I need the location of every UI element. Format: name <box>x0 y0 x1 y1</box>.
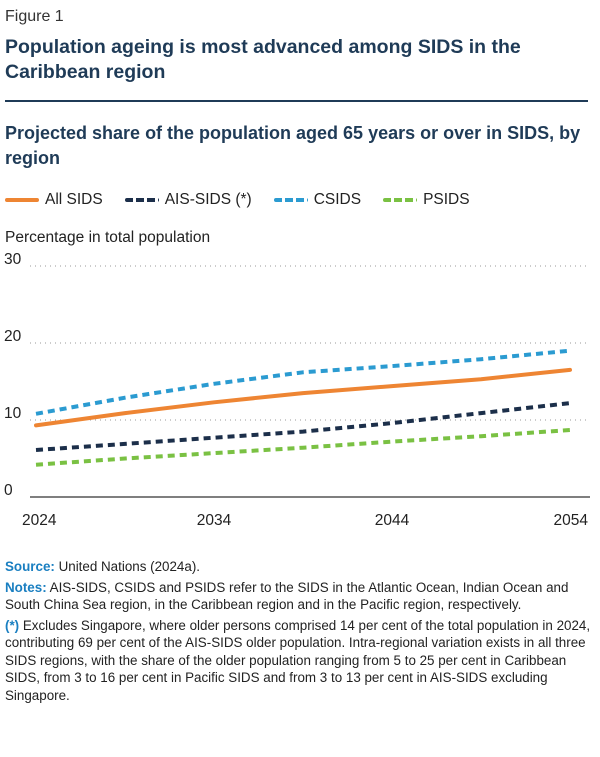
notes-block: Source: United Nations (2024a). Notes: A… <box>5 558 595 707</box>
y-tick-label-10: 10 <box>4 405 22 422</box>
legend-item-psids: PSIDS <box>383 191 470 209</box>
legend-swatch-ais-sids <box>124 198 159 202</box>
legend-label-all-sids: All SIDS <box>45 191 103 208</box>
y-axis-unit-label: Percentage in total population <box>5 229 211 246</box>
y-tick-label-0: 0 <box>4 482 13 499</box>
legend-item-ais-sids: AIS-SIDS (*) <box>124 191 252 209</box>
x-tick-label-2044: 2044 <box>375 512 410 529</box>
line-chart: 0 10 20 30 2024 2034 2044 2054 <box>4 251 590 529</box>
x-tick-label-2034: 2034 <box>197 512 232 529</box>
series-line-psids <box>35 428 571 467</box>
series-line-csids <box>35 348 571 416</box>
legend-item-csids: CSIDS <box>273 191 362 209</box>
source-label: Source: <box>5 559 55 574</box>
legend-swatch-psids <box>383 198 418 202</box>
x-tick-label-2024: 2024 <box>22 512 57 529</box>
asterisk-note: (*) Excludes Singapore, where older pers… <box>5 617 595 705</box>
asterisk-text: Excludes Singapore, where older persons … <box>5 617 591 703</box>
legend-swatch-all-sids <box>5 198 39 202</box>
legend-label-ais-sids: AIS-SIDS (*) <box>164 191 252 208</box>
y-tick-label-30: 30 <box>4 251 22 268</box>
chart-legend: All SIDS AIS-SIDS (*) CSIDS PSIDS <box>5 188 492 212</box>
notes-text: AIS-SIDS, CSIDS and PSIDS refer to the S… <box>5 579 569 613</box>
asterisk-label: (*) <box>5 617 20 633</box>
legend-label-csids: CSIDS <box>313 191 362 208</box>
notes-paragraph: Notes: AIS-SIDS, CSIDS and PSIDS refer t… <box>5 579 595 614</box>
x-tick-label-2054: 2054 <box>554 512 589 529</box>
chart-subtitle: Projected share of the population aged 6… <box>5 123 581 168</box>
notes-label: Notes: <box>5 579 47 595</box>
legend-swatch-csids <box>273 198 308 202</box>
source-text: United Nations (2024a). <box>54 559 201 574</box>
source-note: Source: United Nations (2024a). <box>5 558 595 576</box>
legend-label-psids: PSIDS <box>423 191 470 208</box>
figure-label: Figure 1 <box>5 8 64 25</box>
legend-item-all-sids: All SIDS <box>5 191 103 209</box>
series-line-all-sids <box>34 367 572 428</box>
y-tick-label-20: 20 <box>4 328 22 345</box>
title-divider <box>5 100 588 102</box>
series-line-ais-sids <box>35 401 571 452</box>
figure-title: Population ageing is most advanced among… <box>5 36 521 83</box>
